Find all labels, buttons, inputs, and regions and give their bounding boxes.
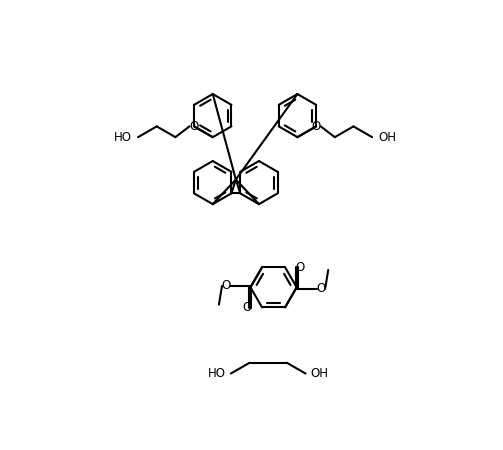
- Text: OH: OH: [378, 130, 396, 144]
- Text: O: O: [221, 279, 230, 292]
- Text: OH: OH: [310, 367, 328, 380]
- Text: O: O: [317, 282, 326, 295]
- Text: HO: HO: [114, 130, 132, 144]
- Text: O: O: [190, 120, 199, 133]
- Text: HO: HO: [208, 367, 226, 380]
- Text: O: O: [295, 261, 304, 274]
- Text: O: O: [311, 120, 321, 133]
- Text: O: O: [243, 301, 252, 314]
